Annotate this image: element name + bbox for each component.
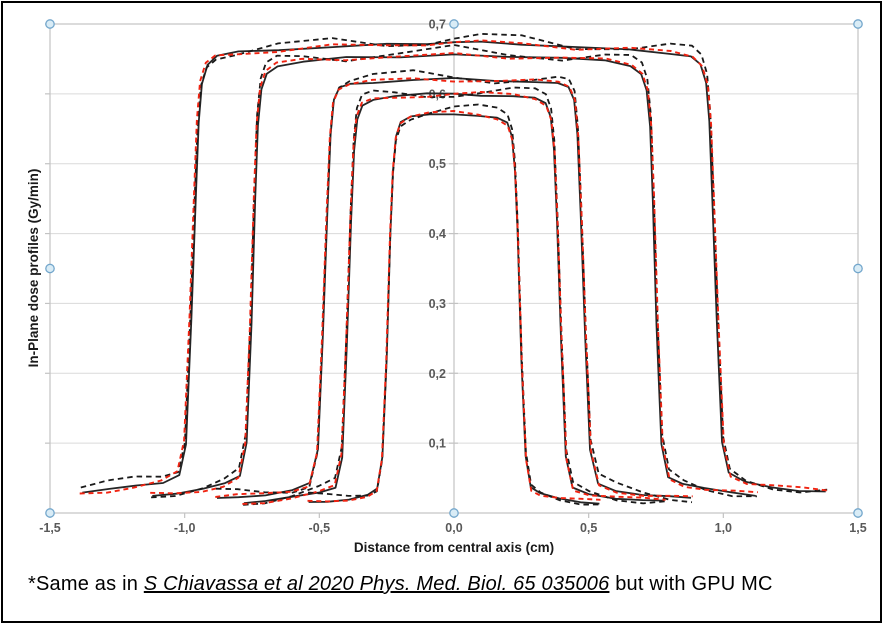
caption-suffix: but with GPU MC bbox=[609, 573, 773, 595]
y-tick-label: 0,7 bbox=[429, 18, 446, 32]
profile-2-dashed-red-line bbox=[150, 52, 758, 495]
x-tick-label: -1,0 bbox=[174, 521, 196, 535]
plot-area-selection-handle[interactable] bbox=[45, 19, 55, 29]
plot-area-selection-handle[interactable] bbox=[449, 19, 459, 29]
y-axis-title: In-Plane dose profiles (Gy/min) bbox=[26, 169, 41, 368]
plot-area-selection-handle[interactable] bbox=[853, 263, 863, 274]
profile-1-widest-solid-black-line bbox=[82, 40, 826, 494]
y-tick-label: 0,3 bbox=[429, 297, 446, 311]
chart-plot-svg: -1,5 -1,0 -0,5 0,0 0,5 1,0 1,5 0,1 0,2 0,3 0,4 0,5 0… bbox=[26, 18, 867, 556]
x-tick-label: 1,5 bbox=[849, 521, 866, 535]
x-tick-label: 0,5 bbox=[580, 521, 597, 535]
profile-2-dashed-black-line bbox=[151, 44, 757, 499]
figure-caption: *Same as in S Chiavassa et al 2020 Phys.… bbox=[28, 573, 868, 596]
x-axis-title: Distance from central axis (cm) bbox=[354, 540, 554, 555]
y-tick-label: 0,5 bbox=[429, 157, 446, 171]
x-tick-label: -1,5 bbox=[39, 521, 61, 535]
profile-2-solid-black-line bbox=[152, 53, 756, 497]
plot-area-selection-handle[interactable] bbox=[45, 263, 55, 274]
caption-citation: S Chiavassa et al 2020 Phys. Med. Biol. … bbox=[143, 573, 610, 595]
profile-1-widest-dashed-red-line bbox=[79, 39, 829, 495]
plot-area-selection-handle[interactable] bbox=[45, 508, 55, 518]
y-tick-label: 0,1 bbox=[429, 437, 446, 451]
plot-area-selection-handle[interactable] bbox=[853, 508, 863, 518]
profile-4-dashed-red-line bbox=[242, 91, 666, 505]
profile-4-dashed-black-line bbox=[243, 86, 665, 506]
chart-generated-layer: -1,5 -1,0 -0,5 0,0 0,5 1,0 1,5 0,1 0,2 0,3 0,4 0,5 0… bbox=[39, 18, 867, 536]
y-tick-label: 0,4 bbox=[429, 227, 446, 241]
x-tick-label: 1,0 bbox=[715, 521, 732, 535]
profile-5-narrowest-dashed-red-line bbox=[307, 110, 601, 503]
profile-3-dashed-red-line bbox=[215, 77, 693, 498]
plot-area-selection-handle[interactable] bbox=[449, 508, 459, 518]
x-tick-label: 0,0 bbox=[445, 521, 462, 535]
y-tick-label: 0,2 bbox=[429, 367, 446, 381]
caption-prefix: *Same as in bbox=[28, 573, 144, 595]
x-tick-label: -0,5 bbox=[309, 521, 331, 535]
plot-area-selection-handle[interactable] bbox=[853, 19, 863, 29]
dose-profiles-chart[interactable]: -1,5 -1,0 -0,5 0,0 0,5 1,0 1,5 0,1 0,2 0,3 0,4 0,5 0… bbox=[0, 0, 884, 570]
